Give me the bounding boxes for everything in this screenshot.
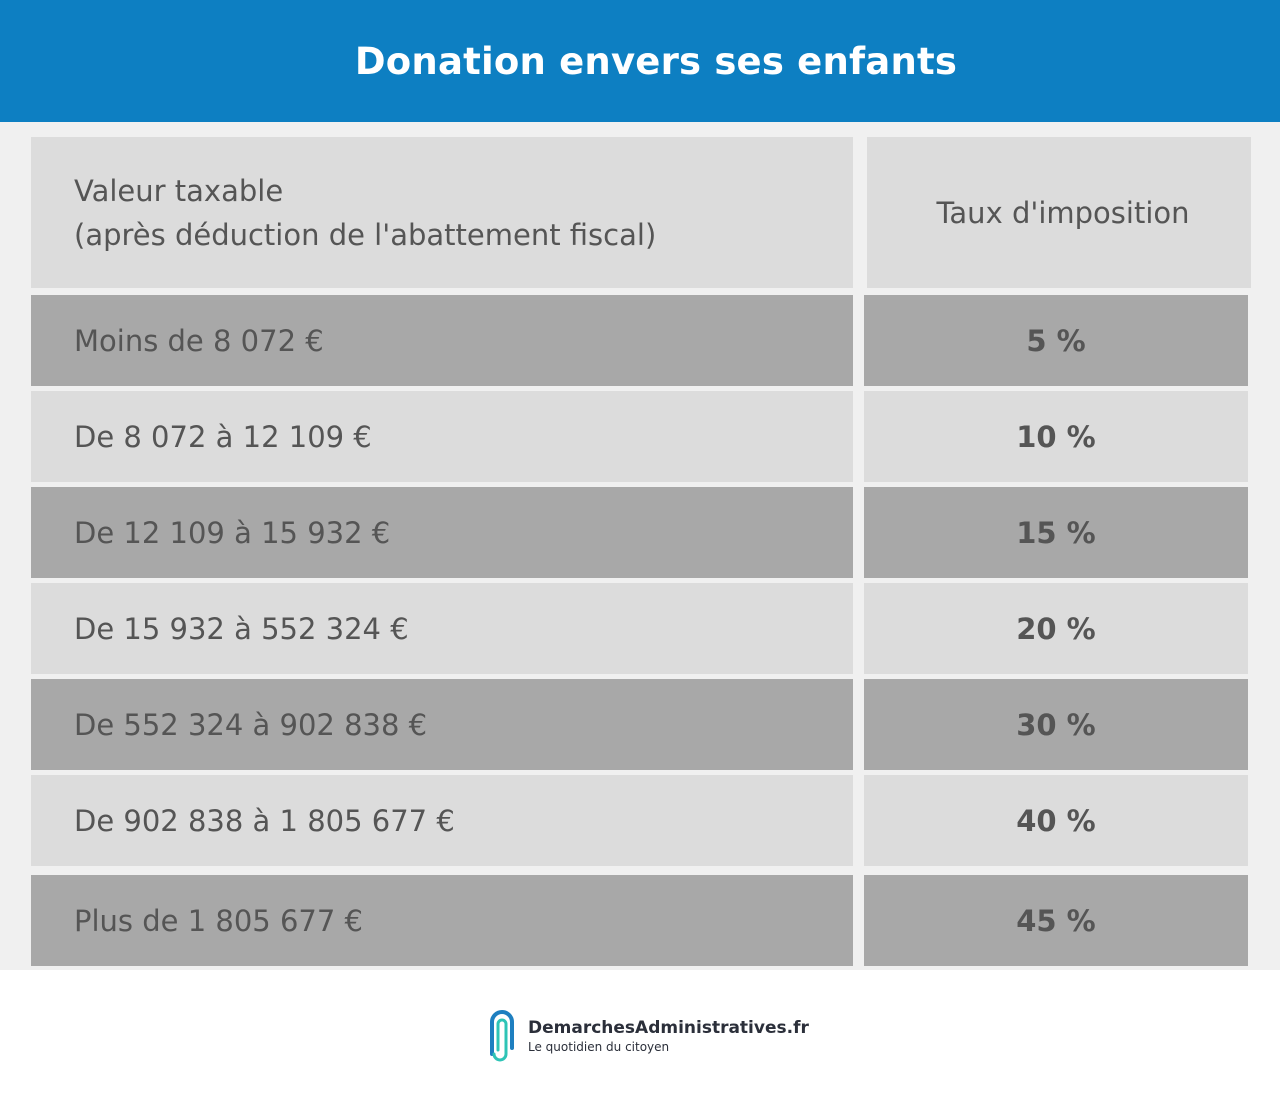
rate-value: 10 % [1016, 419, 1096, 454]
title-banner: Donation envers ses enfants [0, 0, 1280, 122]
range-label: Moins de 8 072 € [74, 323, 324, 358]
range-label: De 8 072 à 12 109 € [74, 419, 372, 454]
brand-name: DemarchesAdministratives.fr [528, 1018, 809, 1038]
column-header-line1: Valeur taxable [74, 173, 284, 208]
table-row-range: Moins de 8 072 € [31, 295, 853, 386]
rate-value: 5 % [1026, 323, 1086, 358]
table-row-rate: 40 % [864, 775, 1248, 866]
page-title: Donation envers ses enfants [354, 39, 958, 83]
footer: DemarchesAdministratives.fr Le quotidien… [0, 970, 1280, 1097]
table-row-range: De 15 932 à 552 324 € [31, 583, 853, 674]
paperclip-logo-icon [490, 1010, 514, 1062]
table-row-range: De 8 072 à 12 109 € [31, 391, 853, 482]
range-label: De 12 109 à 15 932 € [74, 515, 391, 550]
table-row-rate: 45 % [864, 875, 1248, 966]
range-label: Plus de 1 805 677 € [74, 903, 363, 938]
rate-value: 40 % [1016, 803, 1096, 838]
table-row-rate: 20 % [864, 583, 1248, 674]
column-header-line2: (après déduction de l'abattement fiscal) [74, 217, 657, 252]
table-row-rate: 30 % [864, 679, 1248, 770]
brand-logo[interactable]: DemarchesAdministratives.fr Le quotidien… [484, 1010, 809, 1062]
column-header-taxable-value: Valeur taxable (après déduction de l'aba… [31, 137, 853, 288]
table-row-rate: 15 % [864, 487, 1248, 578]
table-row-range: De 12 109 à 15 932 € [31, 487, 853, 578]
column-header-rate-label: Taux d'imposition [936, 195, 1190, 230]
rate-value: 45 % [1016, 903, 1096, 938]
brand-tagline: Le quotidien du citoyen [528, 1040, 670, 1054]
table-row-range: Plus de 1 805 677 € [31, 875, 853, 966]
range-label: De 552 324 à 902 838 € [74, 707, 428, 742]
range-label: De 15 932 à 552 324 € [74, 611, 409, 646]
table-row-range: De 552 324 à 902 838 € [31, 679, 853, 770]
table-row-rate: 5 % [864, 295, 1248, 386]
table-row-rate: 10 % [864, 391, 1248, 482]
rate-value: 30 % [1016, 707, 1096, 742]
range-label: De 902 838 à 1 805 677 € [74, 803, 455, 838]
rate-value: 15 % [1016, 515, 1096, 550]
table-row-range: De 902 838 à 1 805 677 € [31, 775, 853, 866]
column-header-tax-rate: Taux d'imposition [867, 137, 1251, 288]
tax-rate-table: Valeur taxable (après déduction de l'aba… [0, 122, 1280, 970]
rate-value: 20 % [1016, 611, 1096, 646]
